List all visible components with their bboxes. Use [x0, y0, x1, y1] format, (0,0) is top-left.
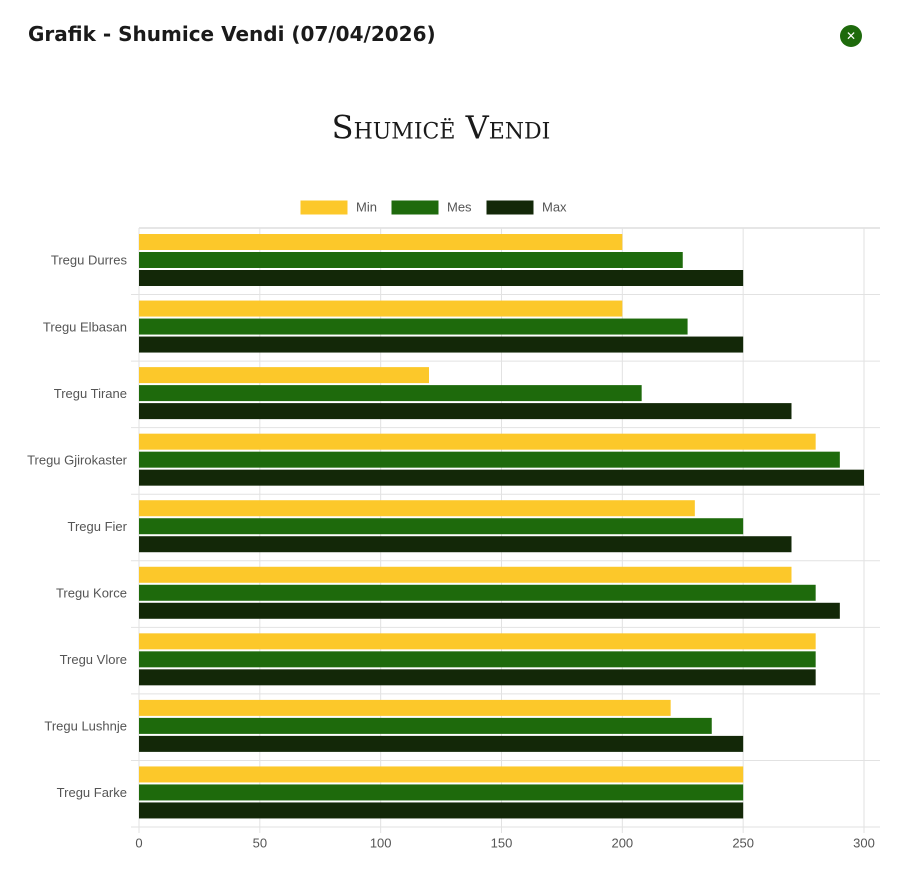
y-tick-label: Tregu Fier: [68, 519, 128, 534]
x-tick-label: 50: [253, 835, 267, 850]
bar: [139, 469, 864, 486]
modal-title: Grafik - Shumice Vendi (07/04/2026): [28, 22, 436, 46]
y-tick-label: Tregu Tirane: [54, 386, 127, 401]
x-tick-label: 100: [370, 835, 392, 850]
bar: [139, 385, 642, 402]
bar: [139, 699, 671, 716]
y-tick-label: Tregu Vlore: [60, 652, 127, 667]
bar: [139, 651, 816, 668]
bar: [139, 433, 816, 450]
legend-swatch: [485, 199, 535, 216]
bar: [139, 784, 744, 801]
x-tick-label: 250: [732, 835, 754, 850]
legend-swatch: [299, 199, 349, 216]
bar: [139, 451, 840, 468]
legend-label: Min: [356, 199, 377, 214]
legend-label: Mes: [447, 199, 472, 214]
bar: [139, 633, 816, 650]
bar: [139, 717, 712, 734]
bar: [139, 802, 744, 819]
bar: [139, 669, 816, 686]
bar: [139, 766, 744, 783]
bar: [139, 367, 429, 384]
legend-swatch: [390, 199, 440, 216]
bar: [139, 300, 623, 317]
y-tick-label: Tregu Korce: [56, 585, 127, 600]
y-tick-label: Tregu Elbasan: [43, 319, 127, 334]
bar: [139, 336, 744, 353]
bar: [139, 403, 792, 420]
x-tick-label: 200: [611, 835, 633, 850]
x-tick-label: 150: [491, 835, 513, 850]
y-tick-label: Tregu Gjirokaster: [27, 452, 128, 467]
bar: [139, 252, 683, 268]
x-tick-label: 0: [135, 835, 142, 850]
bar: [139, 584, 816, 601]
bar: [139, 500, 695, 517]
y-tick-label: Tregu Lushnje: [44, 719, 127, 734]
close-button[interactable]: ✕: [840, 25, 862, 47]
bar: [139, 518, 744, 535]
bar: [139, 234, 623, 250]
bar: [139, 735, 744, 752]
x-tick-label: 300: [853, 835, 875, 850]
bar: [139, 536, 792, 553]
bar: [139, 602, 840, 619]
y-tick-label: Tregu Farke: [57, 785, 127, 800]
bar: [139, 270, 744, 286]
y-tick-label: Tregu Durres: [51, 253, 128, 268]
legend-label: Max: [542, 199, 567, 214]
bar: [139, 318, 688, 335]
chart-title: Shumicë Vendi: [332, 109, 551, 147]
bar: [139, 566, 792, 583]
